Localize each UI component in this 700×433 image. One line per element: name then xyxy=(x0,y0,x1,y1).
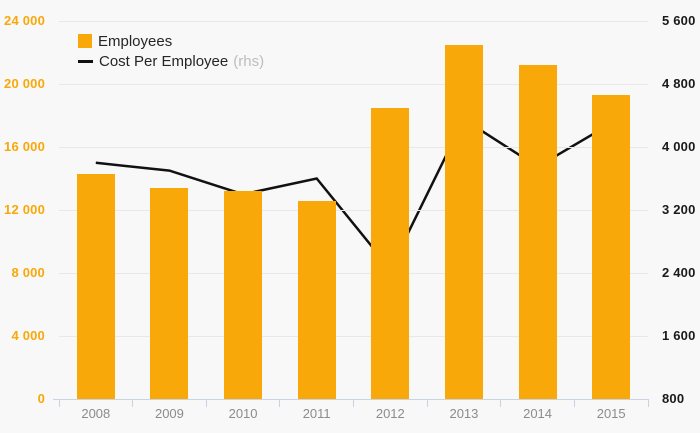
left-axis-tick-label: 0 xyxy=(37,391,45,406)
x-axis-label-2012: 2012 xyxy=(375,406,405,421)
left-axis-tick-label: 16 000 xyxy=(4,139,45,154)
x-axis-tick xyxy=(58,399,60,407)
x-axis-tick xyxy=(426,399,428,407)
employees-swatch-icon xyxy=(78,34,92,48)
bar-2015[interactable] xyxy=(592,95,631,399)
x-axis-tick xyxy=(279,399,281,407)
x-axis-line xyxy=(53,398,648,400)
bar-2011[interactable] xyxy=(297,200,336,399)
left-axis-tick-label: 24 000 xyxy=(4,13,45,28)
x-axis-label-2015: 2015 xyxy=(596,406,626,421)
gridline xyxy=(59,83,648,85)
x-axis-label-2010: 2010 xyxy=(228,406,258,421)
bar-2014[interactable] xyxy=(518,65,557,399)
legend-employees-label: Employees xyxy=(98,32,173,50)
legend-item-employees[interactable]: Employees xyxy=(78,32,264,50)
x-axis-tick xyxy=(647,399,649,407)
right-axis-tick-label: 2 400 xyxy=(662,265,696,280)
left-axis-tick-label: 12 000 xyxy=(4,202,45,217)
bar-2012[interactable] xyxy=(371,107,410,399)
gridline xyxy=(59,146,648,148)
left-axis-tick-label: 4 000 xyxy=(11,328,45,343)
x-axis-tick xyxy=(132,399,134,407)
bar-2010[interactable] xyxy=(224,191,263,399)
gridline xyxy=(59,209,648,211)
right-axis-tick-label: 4 000 xyxy=(662,139,696,154)
right-axis-tick-label: 4 800 xyxy=(662,76,696,91)
x-axis-label-2011: 2011 xyxy=(302,406,331,421)
legend-rhs-note: (rhs) xyxy=(233,52,265,70)
x-axis-label-2013: 2013 xyxy=(449,406,479,421)
x-axis-label-2009: 2009 xyxy=(154,406,184,421)
x-axis-tick xyxy=(573,399,575,407)
gridline xyxy=(59,20,648,22)
right-axis-tick-label: 1 600 xyxy=(662,328,696,343)
bar-2008[interactable] xyxy=(76,173,115,399)
x-axis-label-2014: 2014 xyxy=(523,406,553,421)
bar-2013[interactable] xyxy=(444,44,483,399)
x-axis-tick xyxy=(205,399,207,407)
legend: Employees Cost Per Employee (rhs) xyxy=(78,32,265,70)
legend-item-cost-per-employee[interactable]: Cost Per Employee (rhs) xyxy=(78,52,265,70)
left-axis-tick-label: 20 000 xyxy=(4,76,45,91)
right-axis-tick-label: 3 200 xyxy=(662,202,696,217)
right-axis-tick-label: 800 xyxy=(662,391,685,406)
left-axis-tick-label: 8 000 xyxy=(11,265,45,280)
gridline xyxy=(59,335,648,337)
x-axis-tick xyxy=(353,399,354,407)
bar-2009[interactable] xyxy=(150,187,189,399)
cost-line-swatch-icon xyxy=(78,59,93,63)
gridline xyxy=(59,272,648,274)
right-axis-tick-label: 5 600 xyxy=(662,13,696,28)
legend-cost-label: Cost Per Employee xyxy=(99,52,229,70)
x-axis-tick xyxy=(500,399,502,407)
x-axis-label-2008: 2008 xyxy=(81,406,111,421)
